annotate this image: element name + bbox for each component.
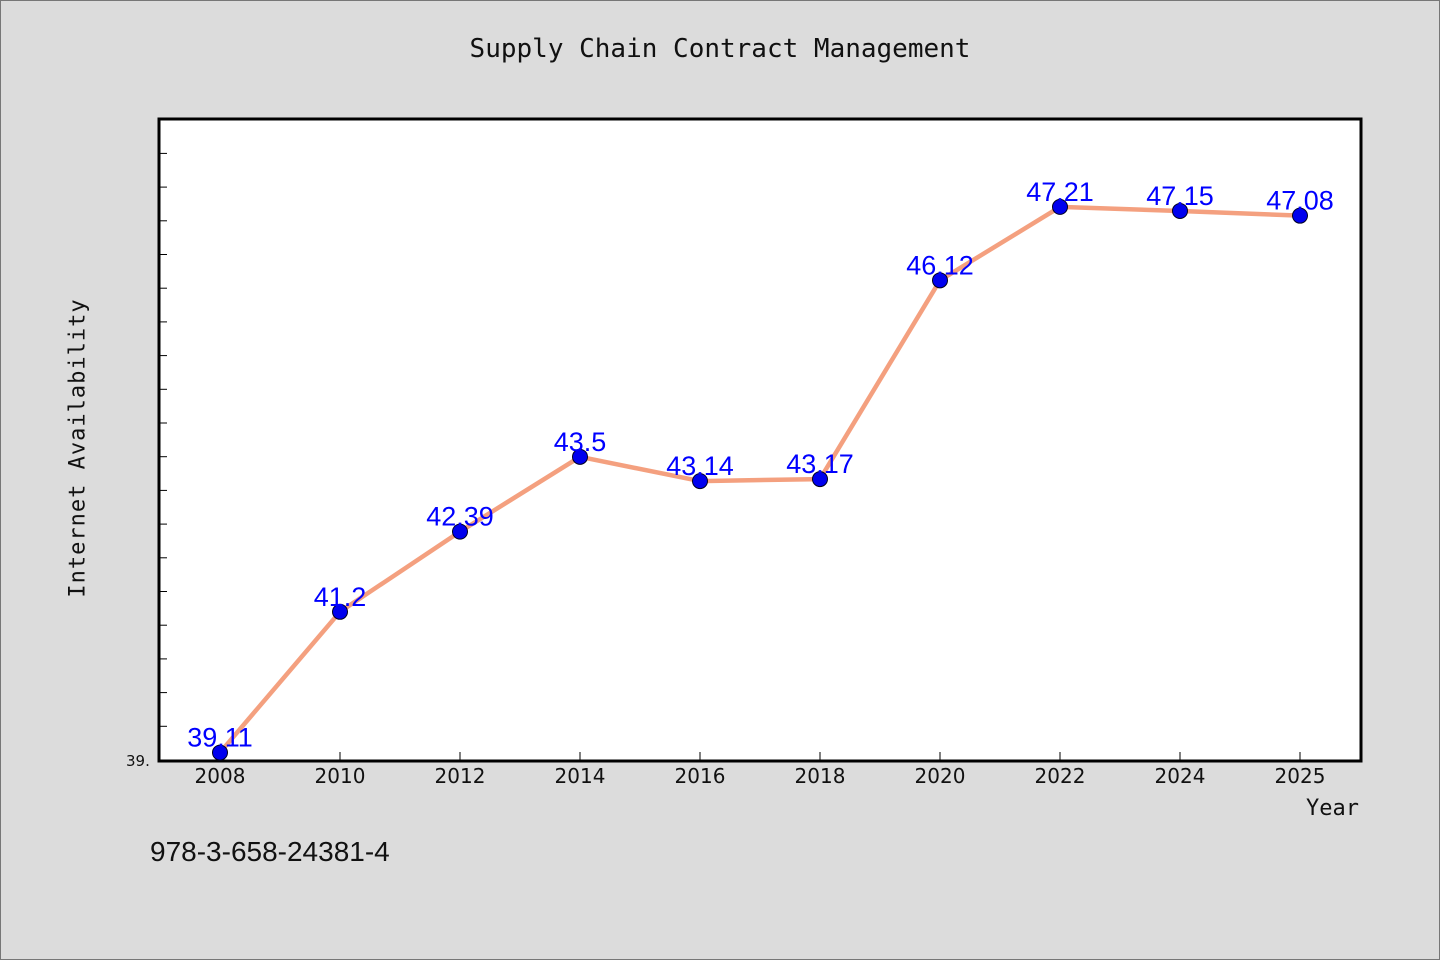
y-axis-label: Internet Availability <box>65 298 91 598</box>
data-point <box>1172 202 1188 219</box>
y-axis-ticks: 39. <box>126 119 167 770</box>
data-point <box>1292 207 1308 224</box>
data-label: 46.12 <box>906 250 974 280</box>
data-label: 47.21 <box>1026 177 1094 207</box>
data-label: 41.2 <box>314 582 367 612</box>
data-label: 47.08 <box>1266 186 1334 216</box>
x-tick-label: 2008 <box>195 764 246 788</box>
x-tick-label: 2012 <box>435 764 486 788</box>
x-tick-label: 2016 <box>675 764 726 788</box>
series-group: 39.11 41.2 42.39 43.5 43.14 43.17 46.12 47.21 47… <box>187 177 1334 761</box>
series-line <box>218 204 1301 755</box>
data-point <box>572 448 588 465</box>
x-tick-label: 2020 <box>915 764 966 788</box>
x-tick-label: 2025 <box>1275 764 1326 788</box>
data-label: 42.39 <box>426 502 494 532</box>
isbn-text: 978-3-658-24381-4 <box>150 836 390 867</box>
data-point <box>812 471 828 488</box>
data-point <box>452 523 468 540</box>
data-label: 47.15 <box>1146 181 1214 211</box>
x-tick-label: 2022 <box>1035 764 1086 788</box>
data-label: 43.14 <box>666 451 734 481</box>
plot-area <box>157 117 1363 763</box>
x-tick-label: 2018 <box>795 764 846 788</box>
data-point <box>1052 198 1068 215</box>
data-point <box>692 473 708 490</box>
x-tick-label: 2014 <box>555 764 606 788</box>
data-label: 39.11 <box>187 723 253 753</box>
x-tick-label: 2010 <box>315 764 366 788</box>
x-tick-label: 2024 <box>1155 764 1206 788</box>
data-point <box>212 744 228 761</box>
x-axis-ticks: 2008 2010 2012 2014 2016 2018 2020 2022 2024 2025 <box>195 752 1326 788</box>
x-axis-label: Year <box>1306 796 1359 821</box>
y-tick-label: 39. <box>126 752 150 770</box>
data-label: 43.5 <box>554 427 607 457</box>
chart-title: Supply Chain Contract Management <box>469 34 971 64</box>
data-point <box>332 603 348 620</box>
data-point <box>932 272 948 289</box>
data-label: 43.17 <box>786 449 854 479</box>
